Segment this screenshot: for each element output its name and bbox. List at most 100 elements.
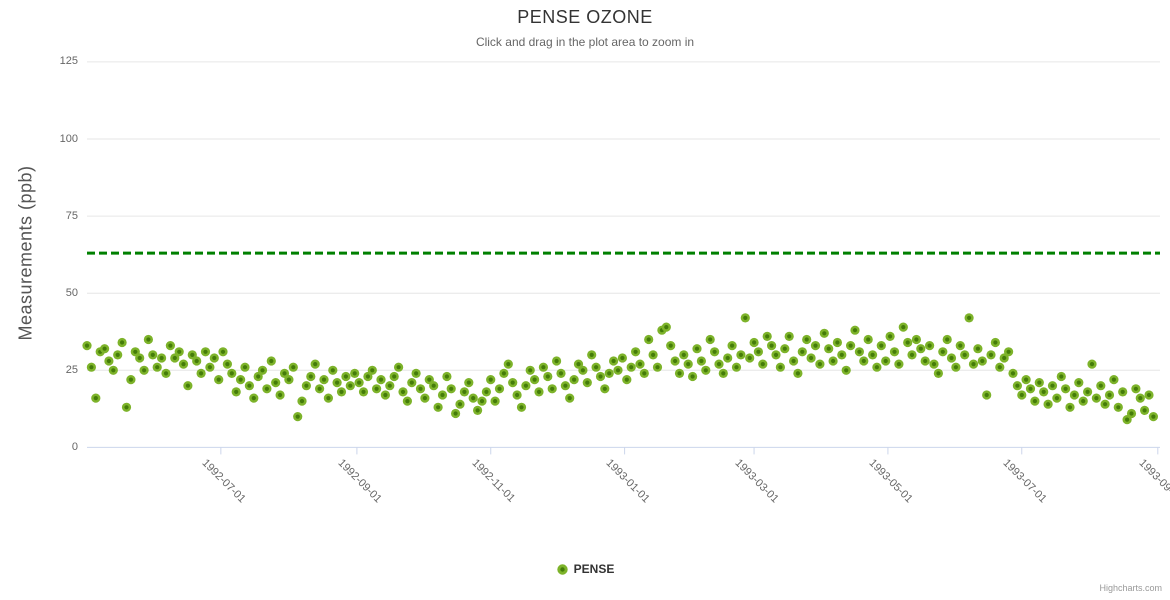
scatter-point-core <box>822 331 827 336</box>
scatter-point-core <box>598 374 603 379</box>
scatter-point-core <box>940 349 945 354</box>
scatter-point-core <box>1032 399 1037 404</box>
scatter-point-core <box>234 389 239 394</box>
scatter-point-core <box>479 399 485 404</box>
scatter-point-core <box>765 334 770 339</box>
scatter-point-core <box>1019 392 1024 398</box>
scatter-point-core <box>589 352 594 357</box>
scatter-point-core <box>541 365 546 370</box>
scatter-point-core <box>444 374 449 379</box>
scatter-point-core <box>370 368 375 373</box>
scatter-point-core <box>282 371 287 376</box>
y-axis-label: 50 <box>65 286 78 299</box>
scatter-point-core <box>743 315 748 320</box>
scatter-point-core <box>690 374 695 379</box>
scatter-point-core <box>1129 411 1134 416</box>
scatter-point-core <box>787 334 792 339</box>
scatter-point-core <box>1037 380 1042 385</box>
scatter-point-core <box>914 337 919 342</box>
scatter-point-core <box>378 377 384 382</box>
scatter-point-core <box>576 362 581 367</box>
scatter-point-core <box>536 389 542 394</box>
scatter-point-core <box>168 343 173 348</box>
scatter-point-core <box>1107 392 1112 398</box>
scatter-point-core <box>664 325 669 330</box>
scatter-point-core <box>835 340 840 345</box>
scatter-point-core <box>466 380 471 385</box>
scatter-point-core <box>1054 396 1059 401</box>
scatter-point-core <box>199 371 204 376</box>
scatter-point-core <box>769 343 774 348</box>
scatter-point-core <box>888 334 893 339</box>
scatter-point-core <box>1002 355 1007 361</box>
scatter-point-core <box>357 380 362 385</box>
scatter-point-core <box>703 368 708 373</box>
scatter-point-core <box>615 368 621 373</box>
scatter-point-core <box>1046 402 1051 407</box>
scatter-point-core <box>848 343 853 348</box>
scatter-point-core <box>1125 417 1130 422</box>
credits-link[interactable]: Highcharts.com <box>1099 583 1162 593</box>
scatter-point-core <box>708 337 713 342</box>
scatter-point-core <box>475 408 480 413</box>
legend-item-pense[interactable]: PENSE <box>556 562 614 576</box>
scatter-point-core <box>879 343 884 348</box>
scatter-point-core <box>958 343 963 348</box>
scatter-point-core <box>260 368 265 373</box>
scatter-point-core <box>304 383 309 388</box>
scatter-point-core <box>1098 383 1103 388</box>
scatter-point-core <box>212 355 217 361</box>
scatter-point-core <box>883 358 888 364</box>
scatter-point-core <box>396 365 401 370</box>
scatter-point-core <box>624 377 629 382</box>
scatter-point-core <box>133 349 138 354</box>
scatter-point-core <box>844 368 849 373</box>
scatter-point-core <box>278 392 283 398</box>
scatter-point-core <box>488 377 493 382</box>
scatter-point-core <box>563 383 568 388</box>
scatter-point-core <box>335 380 340 385</box>
scatter-point-core <box>1081 399 1086 404</box>
scatter-point-core <box>1103 402 1108 407</box>
scatter-point-core <box>190 352 195 357</box>
scatter-point-core <box>515 392 520 398</box>
scatter-point-core <box>321 377 327 382</box>
scatter-point-core <box>1094 396 1099 401</box>
scatter-point-core <box>975 346 981 351</box>
scatter-point-core <box>716 362 722 367</box>
scatter-point-core <box>251 396 256 401</box>
scatter-point-core <box>694 346 700 351</box>
scatter-point-core <box>115 352 120 357</box>
scatter-point-core <box>493 399 498 404</box>
scatter-point-core <box>400 389 406 394</box>
scatter-point-core <box>857 349 862 354</box>
scatter-point-core <box>264 386 269 391</box>
scatter-point-core <box>826 346 831 351</box>
scatter-point-core <box>572 377 577 382</box>
scatter-point-core <box>387 383 392 388</box>
scatter-point-core <box>1085 389 1090 394</box>
scatter-point-core <box>967 315 972 320</box>
scatter-point-core <box>918 346 923 351</box>
scatter-point-core <box>361 389 366 394</box>
scatter-point-core <box>440 392 445 398</box>
scatter-point-core <box>269 358 274 364</box>
scatter-point-core <box>980 358 985 364</box>
scatter-dot-icon <box>556 563 568 575</box>
scatter-point-core <box>1120 389 1125 394</box>
scatter-point-core <box>1050 383 1055 388</box>
scatter-point-core <box>1142 408 1147 413</box>
scatter-point-core <box>185 383 190 388</box>
scatter-point-core <box>773 352 779 357</box>
scatter-point-core <box>1076 380 1081 385</box>
scatter-point-core <box>730 343 735 348</box>
scatter-point-core <box>528 368 533 373</box>
scatter-point-core <box>1059 374 1064 379</box>
scatter-point-core <box>506 362 511 367</box>
scatter-point-core <box>1146 392 1152 398</box>
scatter-point-core <box>1024 377 1029 382</box>
scatter-point-core <box>611 358 616 364</box>
scatter-point-core <box>681 352 686 357</box>
